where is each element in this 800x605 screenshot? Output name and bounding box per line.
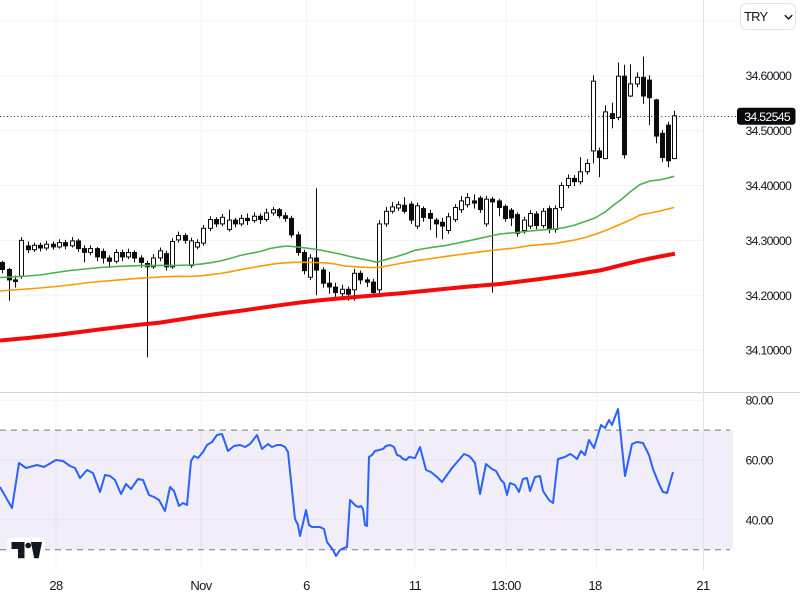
svg-text:13:00: 13:00 — [491, 578, 521, 593]
svg-text:34.10000: 34.10000 — [746, 344, 793, 358]
svg-text:34.40000: 34.40000 — [746, 179, 793, 193]
svg-text:TRY: TRY — [744, 9, 768, 24]
svg-text:80.00: 80.00 — [746, 394, 774, 408]
svg-text:34.50000: 34.50000 — [746, 124, 793, 138]
svg-text:21: 21 — [696, 578, 710, 593]
svg-text:34.60000: 34.60000 — [746, 69, 793, 83]
svg-text:60.00: 60.00 — [746, 454, 774, 468]
svg-text:34.20000: 34.20000 — [746, 289, 793, 303]
svg-text:18: 18 — [588, 578, 602, 593]
svg-text:40.00: 40.00 — [746, 513, 774, 527]
svg-text:Nov: Nov — [190, 578, 212, 593]
svg-text:28: 28 — [49, 578, 63, 593]
svg-text:34.52545: 34.52545 — [744, 110, 791, 124]
svg-text:6: 6 — [303, 578, 310, 593]
svg-text:11: 11 — [409, 578, 422, 593]
svg-text:34.30000: 34.30000 — [746, 234, 793, 248]
